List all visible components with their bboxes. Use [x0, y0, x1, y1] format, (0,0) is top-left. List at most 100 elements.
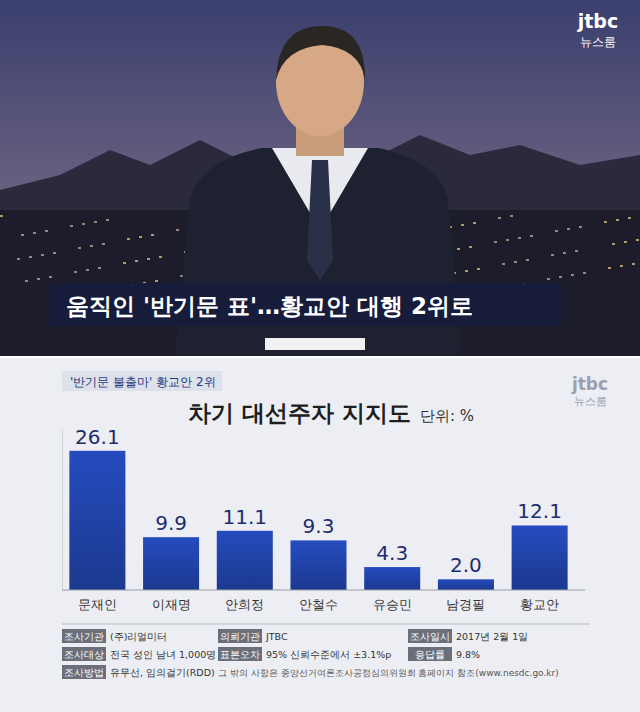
data-labels: 26.19.911.19.34.32.012.1 — [75, 425, 562, 578]
bar — [69, 451, 125, 590]
data-label: 4.3 — [376, 541, 408, 565]
city-light — [579, 226, 582, 228]
city-light — [530, 235, 533, 237]
label-box — [408, 629, 452, 643]
city-light — [102, 243, 105, 245]
survey-value: 유무선, 임의걸기(RDD) — [110, 667, 215, 678]
survey-note: 그 밖의 사항은 중앙선거여론조사공정심의위원회 홈페이지 참조(www.nes… — [218, 668, 559, 678]
chart-background — [0, 358, 640, 712]
x-tick-label: 황교안 — [520, 597, 559, 612]
data-label: 9.3 — [303, 514, 335, 538]
papers — [265, 338, 365, 350]
bar — [217, 531, 273, 590]
city-light — [90, 245, 93, 247]
survey-label: 응답률 — [415, 649, 445, 660]
city-light — [559, 276, 562, 278]
bar — [512, 525, 568, 590]
city-light — [49, 276, 52, 278]
hair — [276, 26, 365, 80]
city-light — [620, 265, 623, 267]
city-light — [632, 263, 635, 265]
city-light — [155, 280, 158, 282]
logo: jtbc — [577, 10, 618, 32]
city-light — [33, 232, 36, 234]
city-light — [176, 229, 179, 231]
survey-value: (주)리얼미터 — [110, 631, 167, 642]
x-tick-label: 이재명 — [152, 597, 191, 612]
city-light — [555, 230, 558, 232]
x-tick-label: 문재인 — [78, 597, 117, 612]
city-light — [70, 225, 73, 227]
survey-label: 표본오차 — [220, 649, 260, 660]
survey-label: 조사대상 — [64, 649, 104, 660]
x-tick: 황교안 — [520, 597, 559, 612]
survey-value: JTBC — [265, 631, 288, 642]
tie — [307, 160, 333, 280]
city-light — [94, 221, 97, 223]
city-light — [547, 278, 550, 280]
city-light — [86, 269, 89, 271]
city-light — [575, 250, 578, 252]
city-light — [53, 252, 56, 254]
subtitle: 단위: % — [420, 407, 474, 425]
city-light — [135, 260, 138, 262]
city-light — [106, 219, 109, 221]
city-light — [518, 237, 521, 239]
survey-label: 조사일시 — [410, 631, 450, 642]
label-box — [408, 647, 452, 661]
city-light — [159, 256, 162, 258]
label-box — [218, 647, 262, 661]
city-light — [502, 263, 505, 265]
label-box — [62, 629, 106, 643]
city-light — [616, 219, 619, 221]
survey-label: 조사기관 — [64, 631, 104, 642]
city-light — [21, 234, 24, 236]
data-label: 12.1 — [517, 499, 562, 523]
chart-panel: '반기문 불출마' 황교안 2위jtbc뉴스룸차기 대선주자 지지도단위: %2… — [0, 358, 640, 712]
city-light — [151, 234, 154, 236]
logo-sub: 뉴스룸 — [580, 35, 616, 49]
city-light — [147, 258, 150, 260]
city-light — [567, 228, 570, 230]
tag-box — [62, 371, 222, 391]
x-tick-label: 유승민 — [373, 597, 412, 612]
bars — [69, 451, 567, 590]
city-light — [624, 241, 627, 243]
survey-value: 95% 신뢰수준에서 ±3.1%p — [266, 649, 391, 660]
city-light — [608, 267, 611, 269]
title: 차기 대선주자 지지도 — [188, 400, 411, 426]
city-light — [571, 274, 574, 276]
city-light — [563, 252, 566, 254]
city-light — [82, 223, 85, 225]
label-box — [62, 665, 106, 679]
y-axis-line — [62, 431, 63, 591]
city-light — [29, 256, 32, 258]
city-light — [628, 217, 631, 219]
city-light — [506, 239, 509, 241]
logo: jtbc — [571, 374, 608, 394]
city-light — [514, 261, 517, 263]
data-label: 9.9 — [155, 511, 187, 535]
mountains — [0, 135, 640, 356]
city-light — [180, 275, 183, 277]
city-light — [461, 224, 464, 226]
city-light — [98, 267, 101, 269]
bar — [364, 567, 420, 590]
caption-bar — [50, 283, 562, 326]
tag: '반기문 불출마' 황교안 2위 — [70, 375, 216, 389]
city-light — [477, 268, 480, 270]
city-light — [127, 238, 130, 240]
page: jtbc뉴스룸움직인 '반기문 표'…황교안 대행 2위로'반기문 불출마' 황… — [0, 0, 640, 712]
broadcast-frame: jtbc뉴스룸움직인 '반기문 표'…황교안 대행 2위로 — [0, 0, 640, 356]
city-light — [498, 217, 501, 219]
x-tick: 문재인 — [78, 597, 117, 612]
city-light — [551, 254, 554, 256]
survey-value: 9.8% — [456, 649, 480, 660]
data-label: 11.1 — [223, 505, 268, 529]
city-light — [41, 254, 44, 256]
data-label: 26.1 — [75, 425, 120, 449]
city-light — [139, 236, 142, 238]
city-light — [78, 247, 81, 249]
city-light — [123, 262, 126, 264]
survey-value: 전국 성인 남녀 1,000명 — [110, 649, 216, 660]
